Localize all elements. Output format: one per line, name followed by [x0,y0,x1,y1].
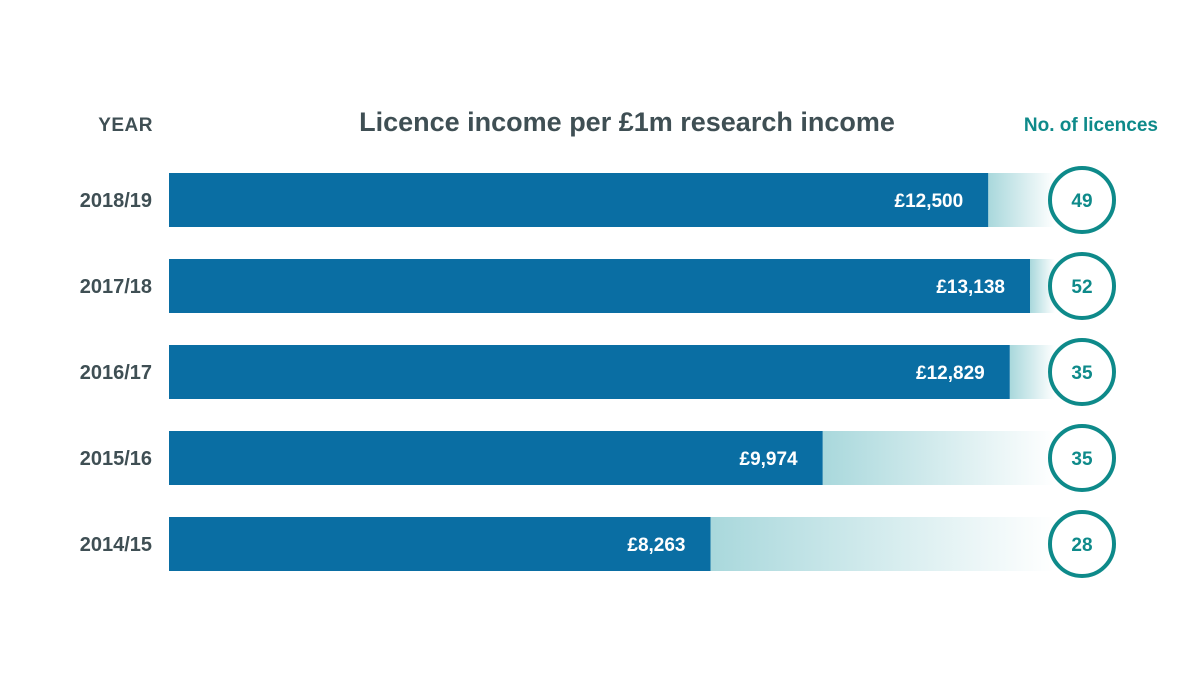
income-value-label: £9,974 [740,449,799,470]
income-bar [169,345,1010,399]
chart-row-2014-15: 2014/15 £8,263 28 [80,510,1116,578]
income-bar [169,173,989,227]
income-bar [169,259,1030,313]
bar-fade-track [822,431,1055,485]
licence-count-label: 28 [1071,535,1092,556]
income-value-label: £13,138 [936,277,1005,298]
chart-row-2018-19: 2018/19 £12,500 49 [80,166,1116,234]
income-bar [169,517,711,571]
licence-count-circle [1048,338,1116,406]
year-label: 2018/19 [80,190,152,212]
income-bar [169,431,823,485]
licence-count-label: 52 [1071,277,1092,298]
income-value-label: £12,829 [916,363,985,384]
bar-fade-track [710,517,1055,571]
licence-count-circle [1048,166,1116,234]
income-value-label: £8,263 [627,535,685,556]
licence-count-header: No. of licences [1024,115,1158,136]
licence-count-label: 49 [1071,191,1092,212]
year-column-header: YEAR [98,115,153,136]
chart-title: Licence income per £1m research income [359,107,895,137]
chart-row-2015-16: 2015/16 £9,974 35 [80,424,1116,492]
year-label: 2015/16 [80,448,152,470]
licence-count-label: 35 [1071,363,1093,384]
bar-fade-track [1009,345,1055,399]
year-label: 2014/15 [80,534,152,556]
year-label: 2016/17 [80,362,152,384]
bar-fade-track [988,173,1055,227]
income-value-label: £12,500 [895,191,964,212]
licence-count-circle [1048,510,1116,578]
chart-row-2016-17: 2016/17 £12,829 35 [80,338,1116,406]
licence-count-label: 35 [1071,449,1093,470]
licence-count-circle [1048,252,1116,320]
licence-count-circle [1048,424,1116,492]
year-label: 2017/18 [80,276,152,298]
chart-rows: 2018/19 £12,500 49 2017/18 £13,138 52 2016/17 £… [80,166,1116,578]
chart-row-2017-18: 2017/18 £13,138 52 [80,252,1116,320]
